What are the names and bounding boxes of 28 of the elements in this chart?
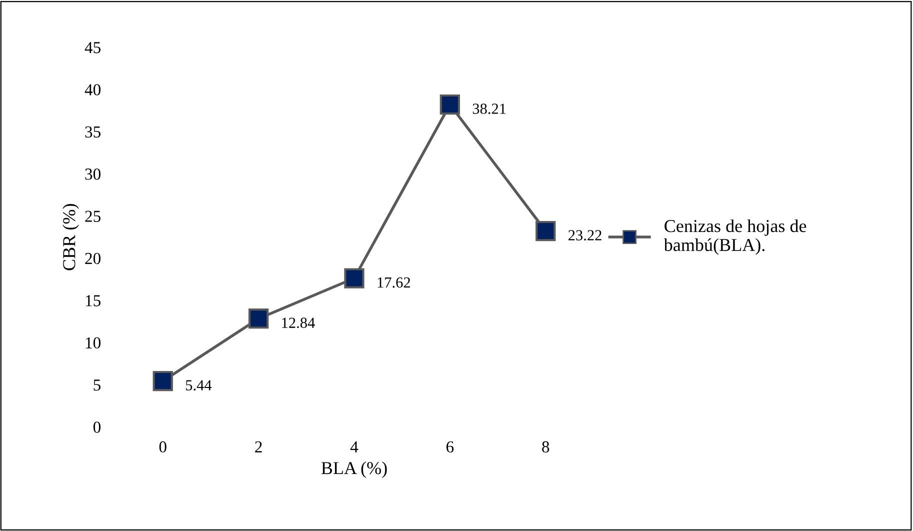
y-tick-label: 15	[86, 295, 100, 306]
x-tick-label: 8	[542, 441, 550, 453]
data-label: 23.22	[568, 230, 602, 240]
y-tick-label: 0	[93, 422, 101, 433]
point	[152, 370, 173, 392]
data-label: 38.21	[472, 104, 506, 114]
y-tick-label: 10	[86, 337, 101, 348]
y-tick-label: 25	[85, 210, 100, 222]
x-tick-label: 4	[350, 441, 358, 452]
point	[344, 268, 364, 288]
legend-label: Cenizas de hojas de bambú(BLA).	[664, 219, 806, 255]
data-label: 17.62	[378, 277, 410, 288]
y-tick-label: 35	[85, 126, 100, 138]
y-tick-label: 40	[84, 84, 101, 96]
x-tick-label: 2	[255, 441, 262, 452]
point	[248, 308, 269, 329]
y-tick-label: 20	[85, 252, 101, 264]
x-tick-label: 0	[159, 441, 166, 453]
point	[536, 220, 556, 242]
y-tick-label: 5	[94, 380, 100, 391]
x-tick-label: 6	[446, 441, 454, 453]
y-axis-title: CBR (%)	[62, 204, 79, 270]
y-tick-label: 45	[84, 42, 100, 54]
x-axis-title: BLA (%)	[321, 461, 387, 478]
point	[440, 94, 460, 115]
y-tick-label: 30	[85, 168, 101, 180]
data-label: 5.44	[186, 380, 212, 390]
data-label: 12.84	[282, 318, 315, 328]
